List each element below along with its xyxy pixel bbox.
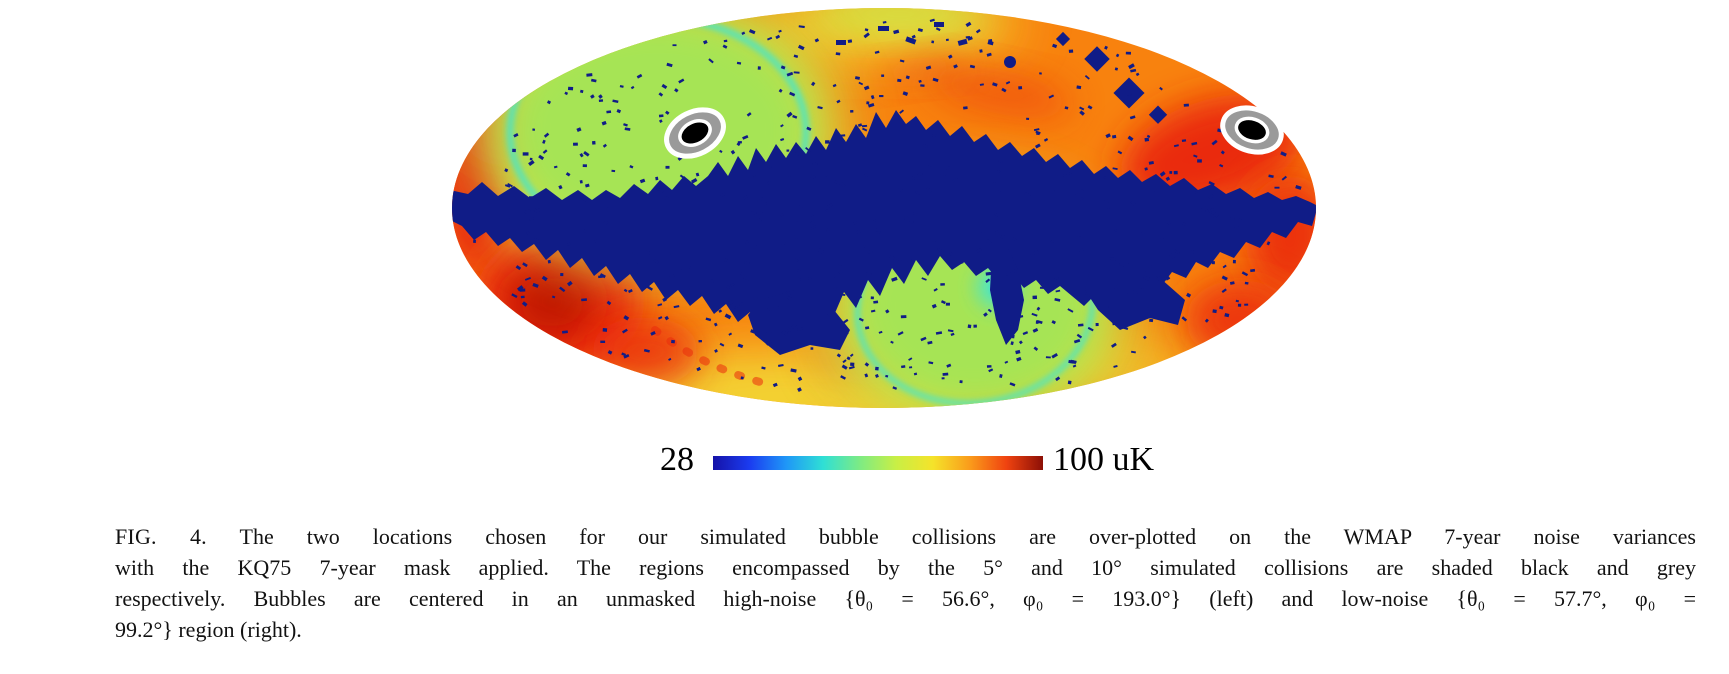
figure-caption: FIG. 4. The two locations chosen for our… xyxy=(115,521,1696,645)
figure-label: FIG. 4. xyxy=(115,524,207,549)
caption-line-2: with the KQ75 7-year mask applied. The r… xyxy=(115,555,1696,580)
point-source-mask-speckles xyxy=(473,18,1302,392)
bubble-left-5deg-black xyxy=(678,119,712,147)
caption-line-3: respectively. Bubbles are centered in an… xyxy=(115,586,1696,611)
caption-line-4: 99.2°} region (right). xyxy=(115,617,302,642)
colorbar: 28 100 uK xyxy=(0,0,1729,477)
bubble-marker-right xyxy=(1220,105,1284,155)
sky-map xyxy=(452,8,1316,408)
bubble-marker-left xyxy=(664,107,726,159)
bubble-right-5deg-black xyxy=(1234,116,1270,144)
scan-arc xyxy=(651,326,764,386)
colorbar-min-label: 28 xyxy=(660,441,694,478)
caption-line-1: FIG. 4. The two locations chosen for our… xyxy=(115,521,1696,552)
colorbar-max-label: 100 uK xyxy=(1053,441,1155,478)
caption-line-1-text: The two locations chosen for our simulat… xyxy=(239,524,1696,549)
colorbar-gradient xyxy=(713,456,1043,470)
